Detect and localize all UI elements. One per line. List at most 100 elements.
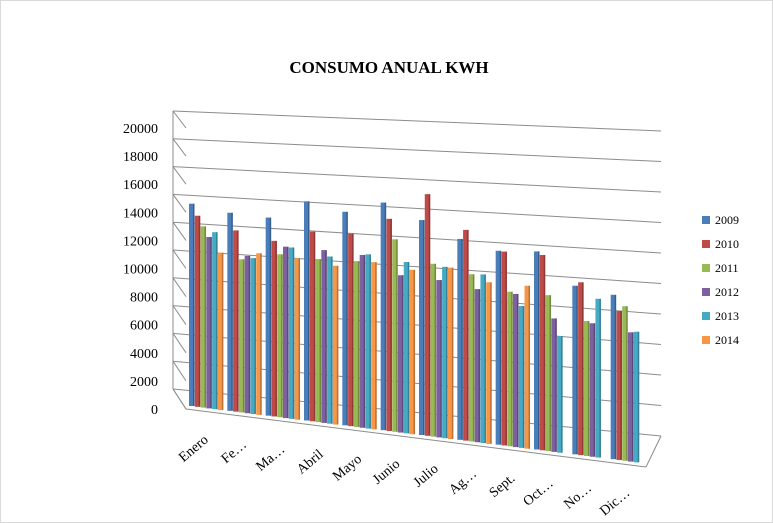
bar	[557, 336, 563, 453]
wall-gridline	[172, 388, 187, 410]
bar-shade	[561, 336, 563, 453]
bar-shade	[593, 323, 596, 457]
bar-shade	[237, 230, 239, 412]
bar	[227, 212, 233, 411]
bar-shade	[423, 220, 425, 435]
gridline	[172, 138, 662, 162]
bars	[189, 194, 640, 463]
bar-shade	[620, 311, 622, 460]
legend-label: 2010	[715, 237, 739, 251]
wall-gridline	[172, 194, 187, 213]
y-tick-label: 0	[151, 403, 158, 418]
bar-shade	[472, 274, 475, 442]
bar-shade	[549, 295, 552, 452]
bar-shade	[231, 212, 233, 411]
bar-shade	[193, 203, 195, 406]
bar	[616, 311, 622, 460]
bar-shade	[346, 211, 348, 426]
bar	[294, 258, 301, 420]
bar-shade	[286, 246, 289, 419]
y-tick-label: 6000	[130, 319, 158, 334]
legend-swatch	[702, 240, 710, 248]
x-tick-label: Abril	[294, 447, 326, 478]
bar	[436, 280, 442, 438]
bar	[578, 282, 584, 456]
bar-shade	[446, 266, 448, 439]
wall-gridline	[172, 277, 187, 297]
legend-label: 2013	[715, 309, 739, 323]
bar-shade	[269, 217, 272, 416]
bar-shade	[204, 226, 207, 408]
bar	[622, 306, 628, 461]
bar	[212, 232, 218, 410]
legend-label: 2009	[715, 213, 739, 227]
bar	[595, 298, 601, 458]
bar	[545, 295, 552, 452]
bar	[304, 201, 310, 421]
bar-shade	[313, 231, 316, 422]
bar	[589, 323, 596, 457]
bar-shade	[407, 261, 410, 434]
wall-gridline	[172, 221, 187, 241]
bar	[551, 318, 557, 452]
bar	[442, 266, 448, 439]
bar-shade	[467, 229, 469, 441]
bar	[518, 305, 525, 448]
y-tick-label: 18000	[123, 150, 158, 165]
bar	[495, 250, 502, 445]
bar	[474, 289, 481, 443]
wall-gridline	[172, 360, 187, 382]
bar	[572, 285, 578, 455]
bar	[419, 220, 425, 435]
bar-shade	[292, 247, 295, 419]
chart-title: CONSUMO ANUAL KWH	[289, 58, 488, 77]
bar-shade	[210, 237, 212, 409]
bar-shade	[375, 262, 377, 430]
bar-shade	[522, 305, 525, 448]
bar-shade	[248, 255, 251, 414]
legend-swatch	[702, 264, 710, 272]
bar	[200, 226, 207, 408]
bar	[315, 259, 322, 423]
bar-shade	[490, 282, 492, 444]
bar	[217, 252, 224, 411]
bar-shade	[461, 238, 463, 440]
bar	[583, 321, 590, 456]
bar-shade	[626, 306, 628, 461]
bar-shade	[614, 294, 617, 460]
bar-shade	[484, 274, 486, 444]
wall-gridline	[172, 249, 187, 269]
bar	[256, 253, 262, 415]
bar-shade	[599, 298, 601, 458]
bar	[424, 194, 431, 436]
bar	[468, 274, 475, 442]
bar-shade	[384, 202, 387, 431]
bar-shade	[254, 258, 256, 415]
legend-swatch	[702, 312, 710, 320]
bar	[348, 233, 354, 427]
x-tick-label: Fe…	[219, 437, 250, 466]
gridline	[172, 166, 662, 193]
x-tick-label: No…	[561, 481, 594, 512]
x-tick-label: Julio	[411, 462, 442, 491]
bar	[353, 261, 360, 427]
x-tick-label: Mayo	[330, 452, 365, 484]
bar	[430, 263, 437, 437]
bar	[403, 261, 410, 434]
bar	[265, 217, 272, 416]
bar	[365, 254, 371, 429]
bar-shade	[281, 254, 283, 418]
legend-label: 2011	[715, 261, 739, 275]
gridline	[172, 110, 662, 132]
bar	[206, 237, 212, 409]
bar-shade	[499, 250, 502, 445]
bar-shade	[242, 259, 245, 413]
bar-shade	[331, 256, 333, 424]
bar	[524, 285, 531, 449]
y-tick-label: 20000	[123, 122, 158, 137]
bar	[627, 332, 634, 462]
bar-shade	[363, 254, 366, 428]
bar	[507, 291, 513, 447]
bar-shade	[298, 258, 301, 420]
